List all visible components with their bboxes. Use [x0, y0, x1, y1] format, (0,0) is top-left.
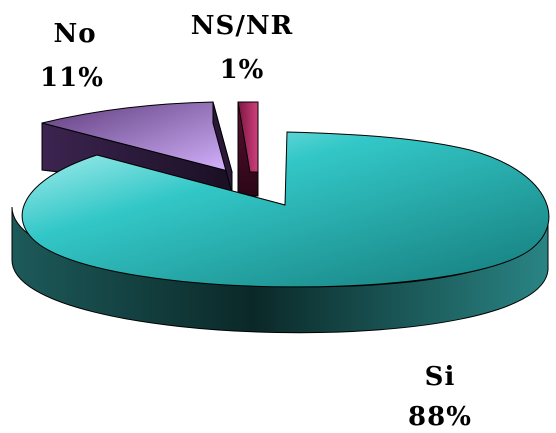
- slice-label-no-name: No: [53, 19, 96, 49]
- pie-slice-nsnr-top: [237, 101, 259, 173]
- slice-label-no-value: 11%: [40, 63, 104, 93]
- slice-label-nsnr-name: NS/NR: [191, 11, 293, 41]
- slice-label-si-value: 88%: [408, 402, 472, 432]
- slice-label-nsnr-value: 1%: [220, 55, 265, 85]
- pie-slice-si-top: [21, 131, 550, 288]
- pie-slice-nsnr: [237, 101, 259, 197]
- slice-label-si-name: Si: [425, 362, 456, 392]
- pie-slice-si: [11, 131, 550, 334]
